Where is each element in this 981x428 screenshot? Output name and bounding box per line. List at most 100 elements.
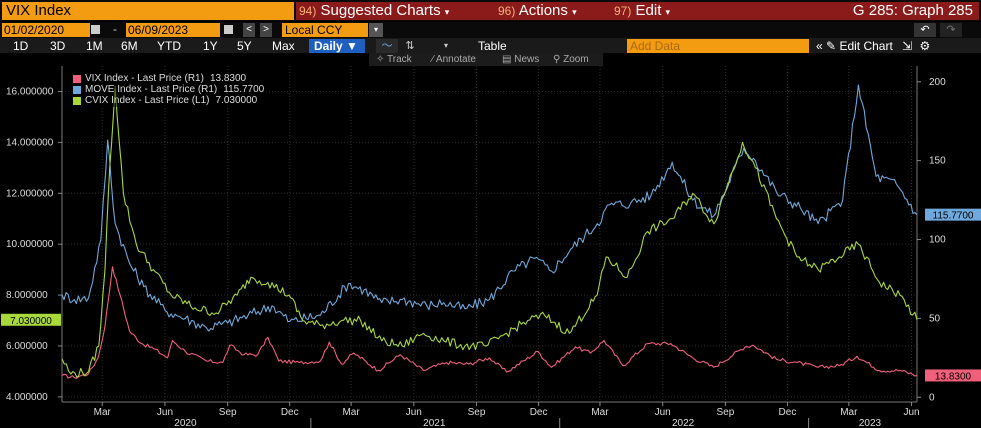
left-tick-label: 4.000000 [6,392,48,403]
zoom-tool[interactable]: ⚲ Zoom [553,54,589,65]
range-1y[interactable]: 1Y [203,39,218,53]
legend-item-vix[interactable]: VIX Index - Last Price (R1) 13.8300 [73,73,264,84]
menu-strip [296,2,979,20]
security-title[interactable]: VIX Index [2,2,294,20]
left-tick-label: 16.000000 [6,86,54,97]
crosshair-icon: ✧ [376,54,385,65]
legend-label: CVIX Index - Last Price (L1) [85,95,210,106]
annotate-tool[interactable]: ∕ Annotate [432,54,476,65]
news-icon: ▤ [502,54,512,65]
bar-style-icon[interactable]: ⇅ [405,40,415,52]
calendar-icon[interactable] [224,25,233,34]
x-tick-label: Mar [94,407,112,418]
right-tick-label: 0 [929,392,935,403]
chevron-down-icon: ▾ [665,7,671,17]
menu-label: Suggested Charts [320,2,441,19]
x-tick-label: Sep [717,407,735,418]
edit-menu[interactable]: 97) Edit ▾ [614,2,670,20]
redo-icon[interactable]: ↷ [940,23,962,37]
move-last-badge: 115.7700 [925,208,981,222]
price-chart[interactable]: 4.000000 6.000000 8.000000 10.000000 12.0000… [0,66,981,428]
x-tick-label: Jun [903,407,919,418]
x-tick-label: Mar [840,407,858,418]
frequency-label: Daily [314,39,343,53]
range-1d[interactable]: 1D [13,39,29,53]
chevron-down-icon[interactable]: ▾ [443,41,448,50]
resize-icon[interactable]: ⇲ [902,39,913,53]
collapse-icon[interactable]: « [816,39,823,53]
zoom-icon: ⚲ [553,54,561,65]
vix-swatch [73,74,81,83]
chevron-down-icon: ▾ [572,7,577,17]
chart-legend: VIX Index - Last Price (R1) 13.8300 MOVE… [70,72,268,107]
badge-bg [925,369,981,382]
start-date-input[interactable]: 01/02/2020 [2,23,90,37]
legend-item-move[interactable]: MOVE Index - Last Price (R1) 115.7700 [73,84,264,95]
x-tick-label: Jun [655,407,671,418]
vix-last-badge: 13.8300 [925,369,981,382]
chevron-down-icon: ▾ [444,7,450,17]
x-axis: Mar Jun Sep Dec Mar Jun Sep Dec Mar Jun Sep Dec Mar J… [62,401,920,428]
track-tool[interactable]: ✧ Track [376,54,412,65]
calendar-icon[interactable] [91,25,100,34]
x-tick-label: Jun [157,407,173,418]
last-price-badges: 13.8300 115.7700 7.030000 [1,208,981,382]
next-period-button[interactable]: > [260,23,272,37]
menu-label: Edit [635,2,662,19]
previous-period-button[interactable]: < [243,23,255,37]
range-3d[interactable]: 3D [50,39,66,53]
left-tick-label: 8.000000 [6,290,48,301]
range-max[interactable]: Max [272,39,295,53]
menu-number: 94) [299,4,317,18]
pencil-icon: ✎ [826,39,837,53]
vix-line [61,266,918,379]
range-6m[interactable]: 6M [121,39,138,53]
line-chart-icon[interactable]: 〜 [376,39,398,53]
x-tick-label: Dec [530,407,548,418]
cvix-swatch [73,96,81,105]
chart-series [61,84,918,379]
right-tick-label: 100 [929,235,946,246]
range-5y[interactable]: 5Y [237,39,252,53]
end-date-input[interactable]: 06/09/2023 [126,23,220,37]
range-1m[interactable]: 1M [86,39,103,53]
year-label: 2023 [859,418,882,428]
legend-label: VIX Index - Last Price (R1) [85,73,204,84]
chart-tools [369,53,603,66]
legend-value: 13.8300 [209,73,247,84]
edit-chart-button[interactable]: « ✎ Edit Chart ⇲ ⚙ [816,39,930,53]
news-tool[interactable]: ▤ News [502,54,540,65]
badge-value: 115.7700 [933,211,974,222]
table-button[interactable]: Table [478,39,507,53]
left-tick-label: 10.000000 [6,239,54,250]
x-tick-label: Mar [591,407,609,418]
chevron-down-icon[interactable]: ▾ [369,23,383,37]
legend-item-cvix[interactable]: CVIX Index - Last Price (L1) 7.030000 [73,95,264,106]
right-tick-label: 150 [929,156,946,167]
right-tick-label: 50 [929,313,941,324]
suggested-charts-menu[interactable]: 94) Suggested Charts ▾ [299,2,449,20]
move-swatch [73,85,81,94]
x-tick-label: Jun [406,407,422,418]
year-label: 2021 [423,418,446,428]
legend-value: 7.030000 [215,95,258,106]
right-tick-label: 200 [929,77,946,88]
add-data-input[interactable]: Add Data [627,39,809,53]
currency-select[interactable]: Local CCY [282,23,368,37]
frequency-select[interactable]: Daily ▼ [309,39,365,53]
x-tick-label: Sep [219,407,237,418]
undo-icon[interactable]: ↶ [914,23,936,37]
menu-number: 97) [614,4,632,18]
gear-icon[interactable]: ⚙ [919,39,931,53]
left-tick-label: 12.000000 [6,188,54,199]
left-axis: 4.000000 6.000000 8.000000 10.000000 12.0000… [6,66,63,403]
x-tick-label: Mar [342,407,360,418]
date-separator: - [113,22,117,36]
year-label: 2020 [174,418,197,428]
actions-menu[interactable]: 96) Actions ▾ [498,2,577,20]
menu-label: Actions [518,2,568,19]
chevron-down-icon: ▼ [346,39,358,53]
badge-bg [925,208,981,221]
legend-label: MOVE Index - Last Price (R1) [85,84,218,95]
range-ytd[interactable]: YTD [157,39,181,53]
